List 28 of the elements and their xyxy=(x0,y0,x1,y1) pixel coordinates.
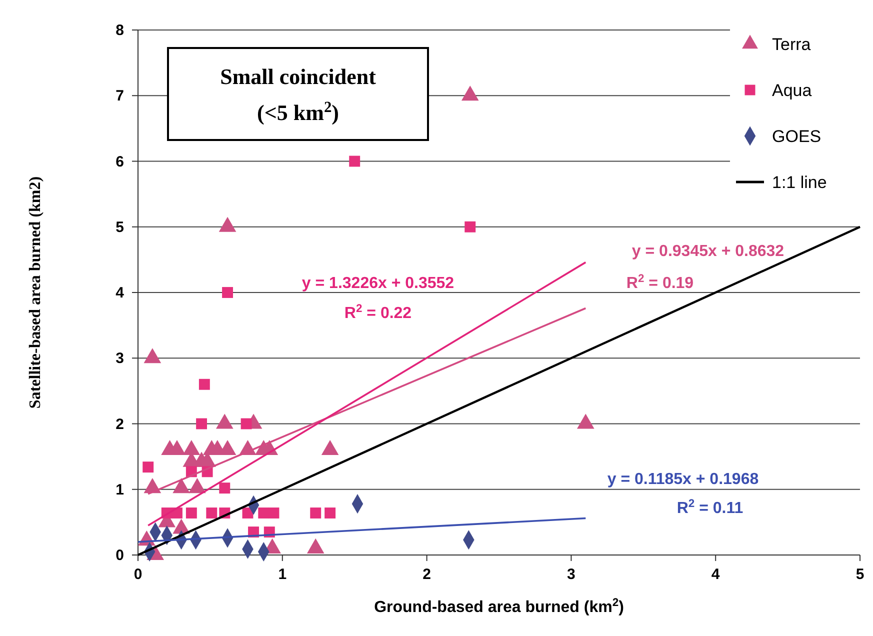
legend-label: Aqua xyxy=(772,81,812,100)
x-tick-label: 2 xyxy=(422,566,431,583)
annotation: R$^{2}$ = 0.11 xyxy=(676,498,744,517)
y-tick-label: 7 xyxy=(116,88,124,105)
y-tick-label: 2 xyxy=(116,416,124,433)
x-tick-label: 5 xyxy=(856,566,864,583)
x-tick-label: 1 xyxy=(278,566,287,583)
x-axis-title: Ground-based area burned (km$^{2}$) xyxy=(374,597,624,616)
y-tick-label: 3 xyxy=(116,350,124,368)
y-tick-label: 6 xyxy=(116,153,124,170)
y-tick-label: 0 xyxy=(116,547,124,564)
x-tick-label: 0 xyxy=(134,566,142,583)
annotation: y = 1.3226x + 0.3552 xyxy=(302,275,454,292)
y-tick-label: 4 xyxy=(116,284,125,302)
x-tick-label: 4 xyxy=(711,566,720,583)
y-tick-label: 1 xyxy=(116,481,124,498)
y-axis-title: Satellite-based area burned (km2) xyxy=(27,176,44,409)
legend-label: 1:1 line xyxy=(772,173,827,192)
legend-label: Terra xyxy=(772,35,812,54)
annotation: y = 0.1185x + 0.1968 xyxy=(607,471,759,488)
y-tick-label: 5 xyxy=(116,218,124,236)
x-tick-label: 3 xyxy=(567,566,576,583)
annotation: R$^{2}$ = 0.22 xyxy=(344,303,412,322)
title-box: Small coincident (<5 km$^{2}$) xyxy=(167,47,429,141)
annotation: R$^{2}$ = 0.19 xyxy=(626,273,694,292)
annotation: y = 0.9345x + 0.8632 xyxy=(632,243,784,260)
legend-label: GOES xyxy=(772,127,822,146)
y-tick-label: 8 xyxy=(116,22,124,39)
